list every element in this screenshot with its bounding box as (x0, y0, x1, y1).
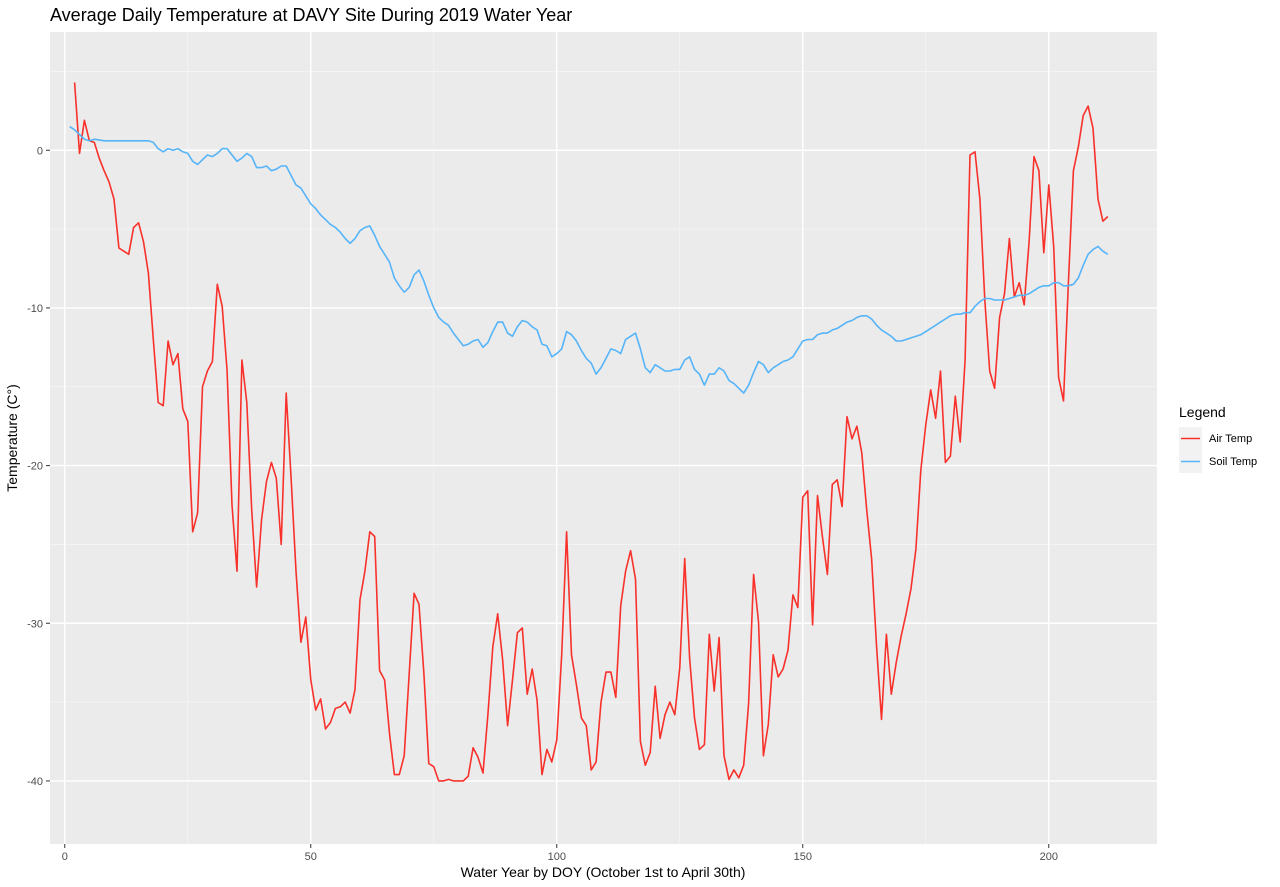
y-tick-label: -40 (27, 776, 43, 788)
air-temp-series-line (73, 82, 1109, 782)
legend: Legend Air Temp Soil Temp (1179, 404, 1257, 473)
plot-panel (50, 32, 1157, 844)
x-tick-label: 0 (62, 851, 68, 863)
y-axis-title: Temperature (C°) (4, 384, 20, 492)
series-lines (69, 82, 1109, 782)
x-tick-label: 150 (794, 851, 812, 863)
x-axis: 0 50 100 150 200 (62, 844, 1058, 863)
soil-temp-legend-label: Soil Temp (1209, 456, 1257, 468)
x-tick-label: 200 (1040, 851, 1058, 863)
x-tick-label: 50 (305, 851, 317, 863)
y-tick-label: -30 (27, 618, 43, 630)
minor-gridlines (50, 32, 1157, 844)
air-temp-legend-label: Air Temp (1209, 433, 1252, 445)
chart-title: Average Daily Temperature at DAVY Site D… (50, 5, 572, 25)
soil-temp-series-line (69, 125, 1109, 394)
x-tick-label: 100 (548, 851, 566, 863)
x-axis-title: Water Year by DOY (October 1st to April … (461, 864, 746, 880)
major-gridlines (50, 32, 1157, 844)
y-tick-label: -20 (27, 461, 43, 473)
y-tick-label: 0 (37, 145, 43, 157)
y-tick-label: -10 (27, 303, 43, 315)
legend-title: Legend (1179, 404, 1226, 420)
y-axis: -40 -30 -20 -10 0 (27, 145, 50, 788)
